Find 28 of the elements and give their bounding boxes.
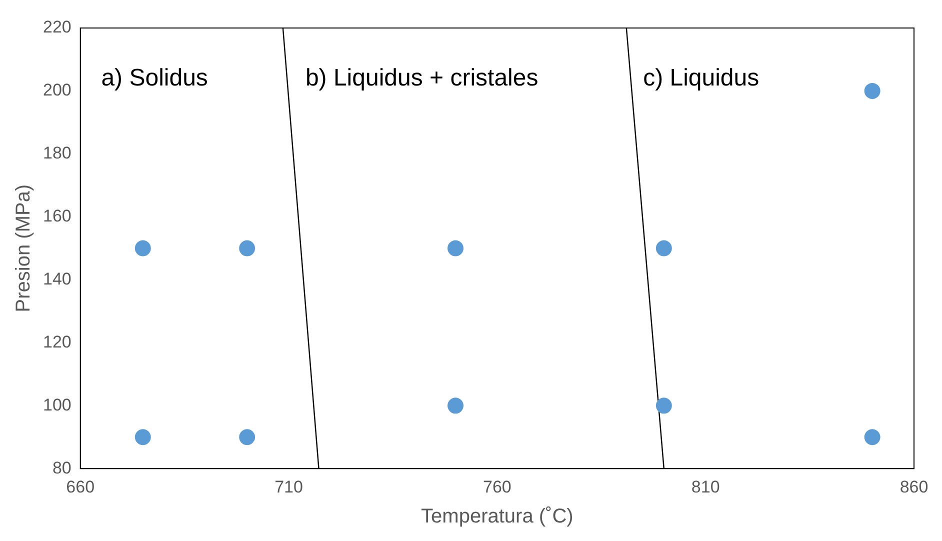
- x-tick-label: 810: [691, 477, 720, 496]
- point: [239, 240, 256, 256]
- point: [239, 429, 256, 446]
- point: [864, 82, 880, 99]
- x-tick-label: 760: [482, 477, 512, 496]
- y-tick-label: 120: [42, 332, 72, 352]
- point: [448, 398, 464, 414]
- y-tick-label: 80: [52, 458, 72, 478]
- point: [134, 429, 151, 446]
- y-tick-label: 140: [42, 269, 72, 288]
- point: [448, 240, 464, 256]
- annotation: a) Solidus: [101, 64, 208, 92]
- x-tick-label: 660: [66, 477, 95, 496]
- point: [864, 429, 880, 446]
- x-tick-label: 710: [274, 477, 303, 496]
- y-axis-title: Presion (MPa): [12, 184, 35, 312]
- point: [134, 240, 151, 256]
- x-tick-label: 860: [900, 477, 928, 496]
- point: [656, 398, 672, 414]
- point: [656, 240, 672, 256]
- y-tick-label: 200: [42, 80, 72, 100]
- y-tick-label: 220: [42, 18, 72, 37]
- annotation: b) Liquidus + cristales: [305, 64, 538, 92]
- x-axis-title: Temperatura (˚C): [421, 506, 574, 528]
- y-tick-label: 160: [42, 206, 72, 226]
- y-tick-label: 180: [42, 144, 72, 163]
- y-tick-label: 100: [42, 395, 72, 414]
- annotation: c) Liquidus: [643, 64, 760, 92]
